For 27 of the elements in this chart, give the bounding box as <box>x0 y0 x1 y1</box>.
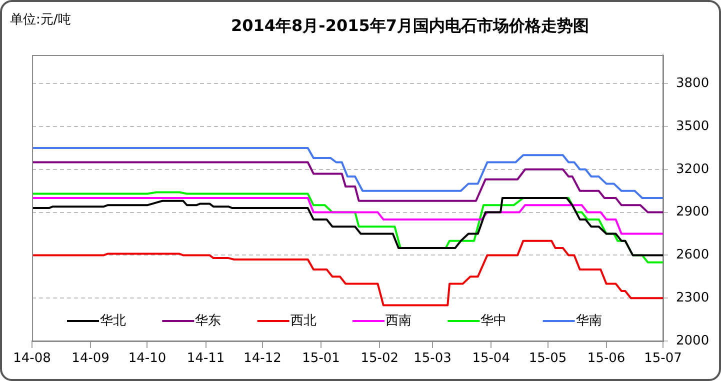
legend-label: 华中 <box>480 313 507 328</box>
x-tick-label: 15-07 <box>644 351 682 366</box>
y-axis-title: 单位:元/吨 <box>10 12 71 28</box>
legend-label: 西南 <box>386 313 412 328</box>
x-tick-label: 14-10 <box>128 351 166 366</box>
legend-label: 华南 <box>576 313 602 328</box>
x-tick-label: 15-02 <box>360 351 399 366</box>
y-tick-label: 3200 <box>676 162 710 177</box>
x-tick-label: 14-08 <box>13 351 51 366</box>
legend-label: 华东 <box>195 313 222 328</box>
y-tick-label: 2900 <box>676 204 710 220</box>
y-tick-label: 3800 <box>676 76 710 91</box>
x-tick-label: 14-11 <box>186 351 225 366</box>
x-tick-label: 14-09 <box>72 351 110 366</box>
y-tick-label: 2600 <box>676 248 710 263</box>
y-tick-label: 2000 <box>676 333 710 348</box>
x-tick-label: 15-05 <box>528 351 567 366</box>
x-tick-label: 15-03 <box>414 351 452 366</box>
y-tick-label: 3500 <box>676 118 710 134</box>
legend-label: 华北 <box>100 313 126 328</box>
chart-title: 2014年8月-2015年7月国内电石市场价格走势图 <box>231 16 589 36</box>
x-tick-label: 15-01 <box>302 351 340 366</box>
x-tick-label: 15-04 <box>472 351 510 366</box>
legend-label: 西北 <box>290 313 316 328</box>
x-tick-label: 15-06 <box>587 351 626 366</box>
x-tick-label: 14-12 <box>244 351 282 366</box>
y-tick-label: 2300 <box>676 290 710 306</box>
